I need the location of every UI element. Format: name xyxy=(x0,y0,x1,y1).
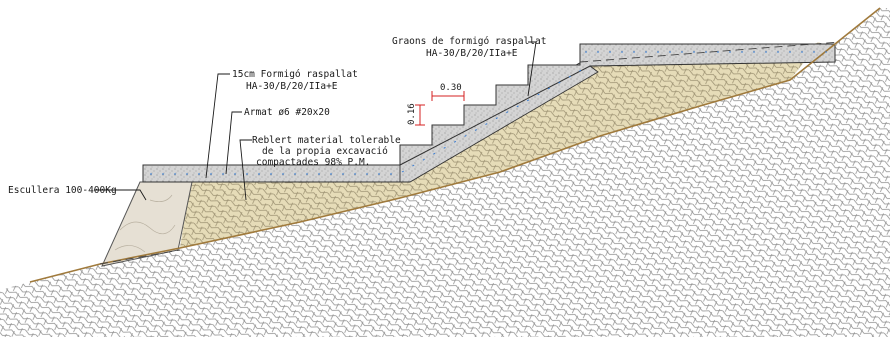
fill-label-line2: de la propia excavació xyxy=(262,146,388,157)
steps-label-line1: Graons de formigó raspallat xyxy=(392,36,546,47)
tread-dimension: 0.30 xyxy=(431,83,465,101)
compacted-fill xyxy=(180,42,820,248)
fill-label-line3: compactades 98% P.M. xyxy=(256,157,370,168)
natural-terrain xyxy=(0,8,890,337)
ground-line xyxy=(29,7,881,283)
slab-label-line1: 15cm Formigó raspallat xyxy=(232,69,358,80)
rebar-label: Armat ø6 #20x20 xyxy=(244,107,330,118)
steps-leader xyxy=(527,41,537,97)
riprap-leader xyxy=(94,189,147,201)
steps-label-line2: HA-30/B/20/IIa+E xyxy=(426,48,518,59)
rebar-lines xyxy=(150,51,830,175)
rebar-leader xyxy=(225,111,242,175)
slab-label-line2: HA-30/B/20/IIa+E xyxy=(246,81,338,92)
riser-dimension: 0.16 xyxy=(407,103,425,126)
fill-label-line1: Reblert material tolerable xyxy=(252,135,401,146)
riprap-texture xyxy=(114,194,176,253)
concrete-steps xyxy=(399,43,836,166)
slab-leader xyxy=(205,73,230,179)
original-terrain-dashed xyxy=(99,41,841,265)
riser-dimension-label: 0.16 xyxy=(407,103,417,125)
tread-dimension-label: 0.30 xyxy=(440,83,462,93)
riprap-label: Escullera 100-400Kg xyxy=(8,185,117,196)
fill-leader xyxy=(239,139,252,201)
